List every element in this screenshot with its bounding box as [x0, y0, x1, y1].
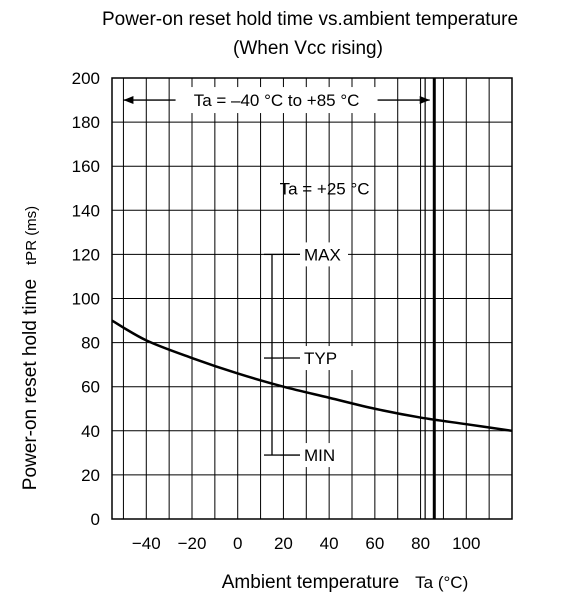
chart-subtitle: (When Vcc rising) — [233, 38, 383, 59]
y-tick-label: 40 — [81, 422, 100, 441]
x-tick-label: 0 — [233, 534, 242, 553]
y-tick-label: 200 — [72, 69, 100, 88]
series-layer — [111, 319, 513, 433]
condition-label: Ta = +25 °C — [280, 179, 370, 198]
range-label-bg — [175, 87, 378, 114]
annotations: Ta = –40 °C to +85 °C Ta = +25 °C MAX TYP MI… — [123, 87, 430, 468]
plot-frame — [111, 77, 513, 520]
x-tick-label: 80 — [411, 534, 430, 553]
max-label: MAX — [304, 245, 341, 264]
x-tick-label: 60 — [365, 534, 384, 553]
y-axis-symbol: tPR (ms) — [23, 206, 40, 265]
y-tick-label: 140 — [72, 201, 100, 220]
y-axis-title: Power-on reset hold time — [20, 279, 41, 490]
y-axis-label: Power-on reset hold time tPR (ms) — [20, 206, 41, 490]
y-tick-label: 20 — [81, 466, 100, 485]
x-axis-label: Ambient temperature Ta (°C) — [222, 572, 469, 593]
x-tick-label: 40 — [320, 534, 339, 553]
range-label: Ta = –40 °C to +85 °C — [194, 91, 360, 110]
typ-label-bg — [300, 346, 354, 371]
grid — [112, 78, 512, 519]
typical-curve — [111, 319, 513, 433]
y-tick-label: 80 — [81, 334, 100, 353]
x-tick-label: −40 — [132, 534, 161, 553]
y-tick-label: 100 — [72, 290, 100, 309]
x-tick-label: −20 — [178, 534, 207, 553]
typ-label: TYP — [304, 349, 337, 368]
x-axis-unit: Ta (°C) — [415, 573, 468, 592]
x-tick-label: 100 — [452, 534, 480, 553]
y-tick-label: 160 — [72, 157, 100, 176]
x-tick-label: 20 — [274, 534, 293, 553]
tick-labels: −40 −20 0 20 40 60 80 100 0 20 40 60 80 100 120 140 160 1… — [72, 69, 481, 553]
x-axis-title: Ambient temperature — [222, 572, 399, 593]
min-label-bg — [300, 443, 348, 468]
y-tick-label: 0 — [91, 510, 100, 529]
range-arrow-left-head — [123, 96, 134, 105]
range-arrow-right-head — [419, 96, 430, 105]
y-tick-label: 180 — [72, 113, 100, 132]
min-label: MIN — [304, 446, 335, 465]
chart-title: Power-on reset hold time vs.ambient temp… — [102, 9, 518, 30]
y-tick-label: 120 — [72, 245, 100, 264]
y-tick-label: 60 — [81, 378, 100, 397]
max-label-bg — [300, 242, 348, 267]
